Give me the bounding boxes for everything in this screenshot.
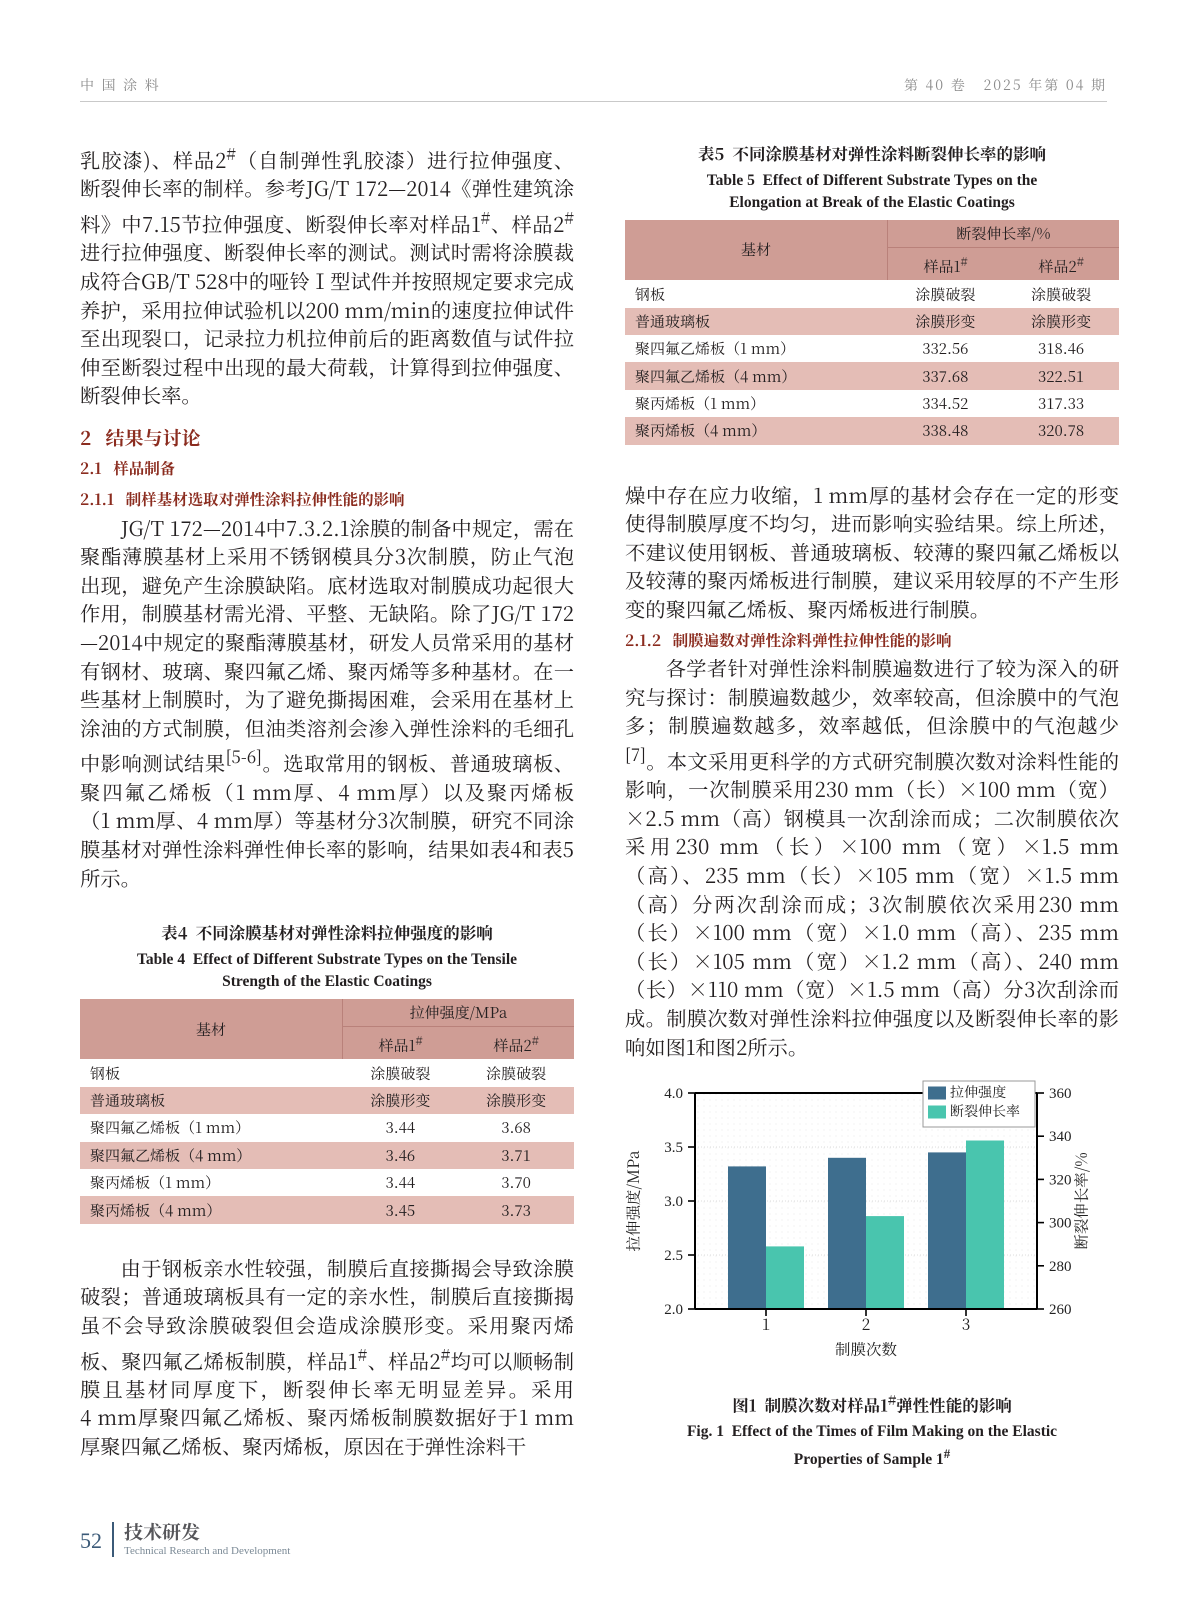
svg-text:260: 260 [1049,1302,1072,1318]
svg-text:2: 2 [862,1313,871,1335]
svg-text:制膜次数: 制膜次数 [835,1338,898,1360]
svg-text:340: 340 [1049,1129,1072,1145]
svg-text:2.0: 2.0 [664,1302,683,1318]
svg-text:拉伸强度/MPa: 拉伸强度/MPa [625,1150,644,1251]
svg-text:1: 1 [762,1313,771,1335]
svg-text:320: 320 [1049,1173,1072,1189]
svg-text:280: 280 [1049,1259,1072,1275]
svg-text:断裂伸长率/%: 断裂伸长率/% [1070,1153,1092,1250]
svg-text:3.5: 3.5 [664,1140,683,1156]
svg-text:拉伸强度: 拉伸强度 [950,1082,1006,1102]
svg-text:2.5: 2.5 [664,1248,683,1264]
svg-text:3: 3 [962,1313,971,1335]
svg-text:4.0: 4.0 [664,1086,683,1102]
svg-text:300: 300 [1049,1216,1072,1232]
svg-text:3.0: 3.0 [664,1194,683,1210]
svg-text:360: 360 [1049,1086,1072,1102]
svg-text:断裂伸长率: 断裂伸长率 [950,1101,1020,1121]
